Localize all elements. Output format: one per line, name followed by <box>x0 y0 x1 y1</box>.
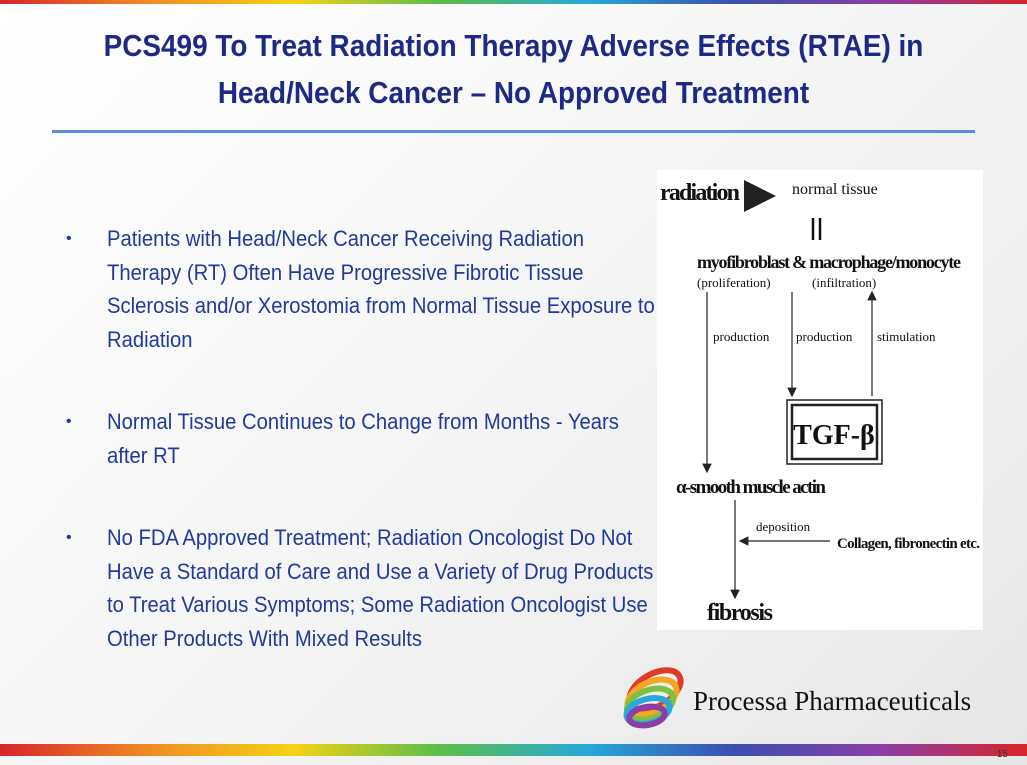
diagram-label: production <box>713 329 770 344</box>
diagram-label: fibrosis <box>707 600 773 626</box>
tgf-box-inner <box>790 403 879 461</box>
tgf-box <box>786 399 883 465</box>
diagram-label: α-smooth muscle actin <box>676 477 826 498</box>
diagram-label: TGF-β <box>793 420 875 451</box>
bullet-text: Patients with Head/Neck Cancer Receiving… <box>107 226 655 352</box>
logo-mark <box>623 667 684 729</box>
top-stripe <box>0 0 1027 4</box>
company-name: Processa Pharmaceuticals <box>693 686 971 716</box>
diagram-label: deposition <box>756 519 811 534</box>
diagram-label: (proliferation) <box>697 275 771 290</box>
bullet-text: No FDA Approved Treatment; Radiation Onc… <box>107 525 654 651</box>
title: PCS499 To Treat Radiation Therapy Advers… <box>51 22 975 116</box>
title-line: Head/Neck Cancer – No Approved Treatment <box>217 75 810 110</box>
diagram-label: (infiltration) <box>812 275 876 290</box>
bullet-text: Normal Tissue Continues to Change from M… <box>107 409 619 468</box>
diagram-label: production <box>796 329 853 344</box>
title-rule <box>52 130 975 133</box>
diagram-label: normal tissue <box>792 181 878 198</box>
title-line: PCS499 To Treat Radiation Therapy Advers… <box>103 28 924 63</box>
page-number: 15 <box>997 749 1009 760</box>
diagram-label: Collagen, fibronectin etc. <box>837 536 980 552</box>
bottom-stripe <box>0 744 1027 756</box>
diagram-label: radiation <box>660 180 740 206</box>
diagram-label: stimulation <box>877 329 936 344</box>
diagram-label: myofibroblast & macrophage/monocyte <box>697 252 961 272</box>
